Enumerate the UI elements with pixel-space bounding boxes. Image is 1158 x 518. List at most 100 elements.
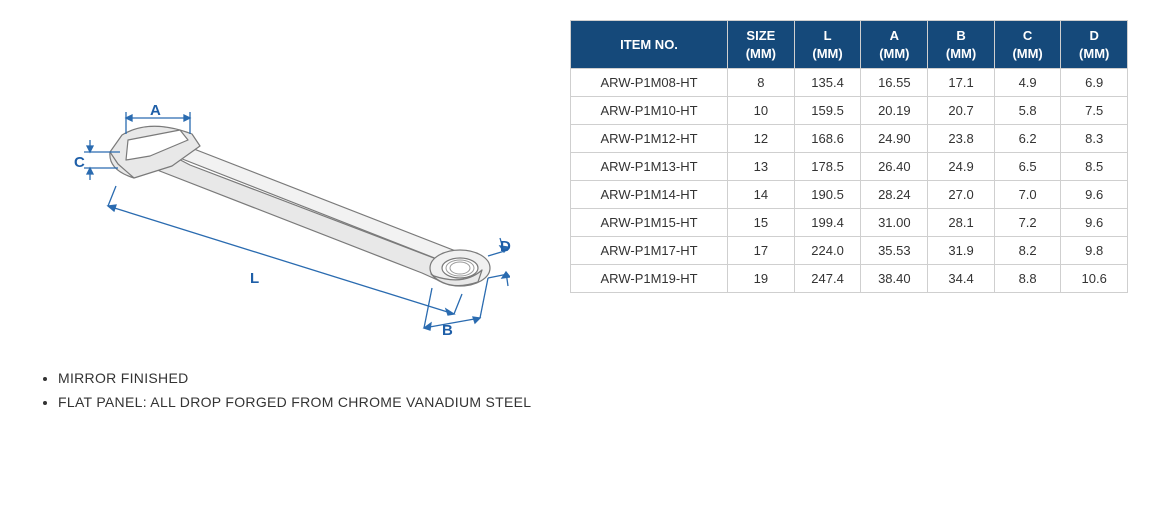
value-cell: 9.8 [1061, 237, 1128, 265]
table-header-cell: B(MM) [928, 21, 995, 69]
table-row: ARW-P1M10-HT10159.520.1920.75.87.5 [571, 97, 1128, 125]
value-cell: 28.24 [861, 181, 928, 209]
diagram-column: A B C D L [30, 20, 530, 340]
diagram-label-d: D [500, 238, 511, 255]
table-row: ARW-P1M12-HT12168.624.9023.86.28.3 [571, 125, 1128, 153]
value-cell: 199.4 [794, 209, 861, 237]
value-cell: 9.6 [1061, 181, 1128, 209]
value-cell: 17.1 [928, 69, 995, 97]
value-cell: 24.90 [861, 125, 928, 153]
item-no-cell: ARW-P1M14-HT [571, 181, 728, 209]
wrench-svg [30, 60, 510, 360]
table-header-line1: A [865, 27, 923, 45]
feature-item: FLAT PANEL: ALL DROP FORGED FROM CHROME … [58, 394, 1128, 410]
table-header-cell: SIZE(MM) [728, 21, 795, 69]
spec-table: ITEM NO.SIZE(MM)L(MM)A(MM)B(MM)C(MM)D(MM… [570, 20, 1128, 293]
value-cell: 15 [728, 209, 795, 237]
feature-item: MIRROR FINISHED [58, 370, 1128, 386]
value-cell: 24.9 [928, 153, 995, 181]
value-cell: 8.2 [994, 237, 1061, 265]
table-header-line1: C [999, 27, 1057, 45]
table-header-cell: ITEM NO. [571, 21, 728, 69]
table-header-line1: SIZE [732, 27, 790, 45]
value-cell: 28.1 [928, 209, 995, 237]
spec-table-body: ARW-P1M08-HT8135.416.5517.14.96.9ARW-P1M… [571, 69, 1128, 293]
table-header-cell: A(MM) [861, 21, 928, 69]
item-no-cell: ARW-P1M10-HT [571, 97, 728, 125]
value-cell: 8.3 [1061, 125, 1128, 153]
value-cell: 14 [728, 181, 795, 209]
value-cell: 6.5 [994, 153, 1061, 181]
features-list: MIRROR FINISHED FLAT PANEL: ALL DROP FORG… [30, 370, 1128, 410]
value-cell: 168.6 [794, 125, 861, 153]
value-cell: 9.6 [1061, 209, 1128, 237]
table-header-line2: (MM) [1065, 45, 1123, 63]
value-cell: 26.40 [861, 153, 928, 181]
value-cell: 34.4 [928, 265, 995, 293]
value-cell: 6.2 [994, 125, 1061, 153]
value-cell: 10.6 [1061, 265, 1128, 293]
value-cell: 35.53 [861, 237, 928, 265]
table-row: ARW-P1M14-HT14190.528.2427.07.09.6 [571, 181, 1128, 209]
value-cell: 38.40 [861, 265, 928, 293]
value-cell: 7.5 [1061, 97, 1128, 125]
value-cell: 5.8 [994, 97, 1061, 125]
table-row: ARW-P1M08-HT8135.416.5517.14.96.9 [571, 69, 1128, 97]
value-cell: 7.2 [994, 209, 1061, 237]
table-row: ARW-P1M13-HT13178.526.4024.96.58.5 [571, 153, 1128, 181]
table-row: ARW-P1M19-HT19247.438.4034.48.810.6 [571, 265, 1128, 293]
table-header-line2: (MM) [732, 45, 790, 63]
value-cell: 224.0 [794, 237, 861, 265]
item-no-cell: ARW-P1M13-HT [571, 153, 728, 181]
value-cell: 13 [728, 153, 795, 181]
value-cell: 19 [728, 265, 795, 293]
value-cell: 178.5 [794, 153, 861, 181]
table-header-cell: D(MM) [1061, 21, 1128, 69]
table-header-line1: ITEM NO. [575, 36, 723, 54]
table-row: ARW-P1M17-HT17224.035.5331.98.29.8 [571, 237, 1128, 265]
value-cell: 135.4 [794, 69, 861, 97]
table-header-line2: (MM) [799, 45, 857, 63]
item-no-cell: ARW-P1M17-HT [571, 237, 728, 265]
diagram-label-b: B [442, 322, 453, 339]
value-cell: 8.8 [994, 265, 1061, 293]
spec-table-head: ITEM NO.SIZE(MM)L(MM)A(MM)B(MM)C(MM)D(MM… [571, 21, 1128, 69]
content-row: A B C D L [30, 20, 1128, 340]
table-header-line1: L [799, 27, 857, 45]
wrench-diagram: A B C D L [30, 60, 510, 340]
table-header-cell: L(MM) [794, 21, 861, 69]
diagram-label-a: A [150, 102, 161, 119]
value-cell: 159.5 [794, 97, 861, 125]
diagram-label-l: L [250, 270, 259, 287]
value-cell: 247.4 [794, 265, 861, 293]
item-no-cell: ARW-P1M19-HT [571, 265, 728, 293]
value-cell: 20.7 [928, 97, 995, 125]
spec-table-column: ITEM NO.SIZE(MM)L(MM)A(MM)B(MM)C(MM)D(MM… [570, 20, 1128, 293]
value-cell: 7.0 [994, 181, 1061, 209]
diagram-label-c: C [74, 154, 85, 171]
value-cell: 27.0 [928, 181, 995, 209]
table-header-line2: (MM) [999, 45, 1057, 63]
item-no-cell: ARW-P1M12-HT [571, 125, 728, 153]
value-cell: 10 [728, 97, 795, 125]
value-cell: 16.55 [861, 69, 928, 97]
value-cell: 31.9 [928, 237, 995, 265]
value-cell: 17 [728, 237, 795, 265]
value-cell: 31.00 [861, 209, 928, 237]
value-cell: 4.9 [994, 69, 1061, 97]
value-cell: 12 [728, 125, 795, 153]
item-no-cell: ARW-P1M08-HT [571, 69, 728, 97]
value-cell: 8 [728, 69, 795, 97]
table-header-cell: C(MM) [994, 21, 1061, 69]
value-cell: 20.19 [861, 97, 928, 125]
value-cell: 8.5 [1061, 153, 1128, 181]
table-header-line1: D [1065, 27, 1123, 45]
table-header-line2: (MM) [932, 45, 990, 63]
value-cell: 23.8 [928, 125, 995, 153]
table-row: ARW-P1M15-HT15199.431.0028.17.29.6 [571, 209, 1128, 237]
table-header-line2: (MM) [865, 45, 923, 63]
table-header-line1: B [932, 27, 990, 45]
value-cell: 6.9 [1061, 69, 1128, 97]
item-no-cell: ARW-P1M15-HT [571, 209, 728, 237]
value-cell: 190.5 [794, 181, 861, 209]
